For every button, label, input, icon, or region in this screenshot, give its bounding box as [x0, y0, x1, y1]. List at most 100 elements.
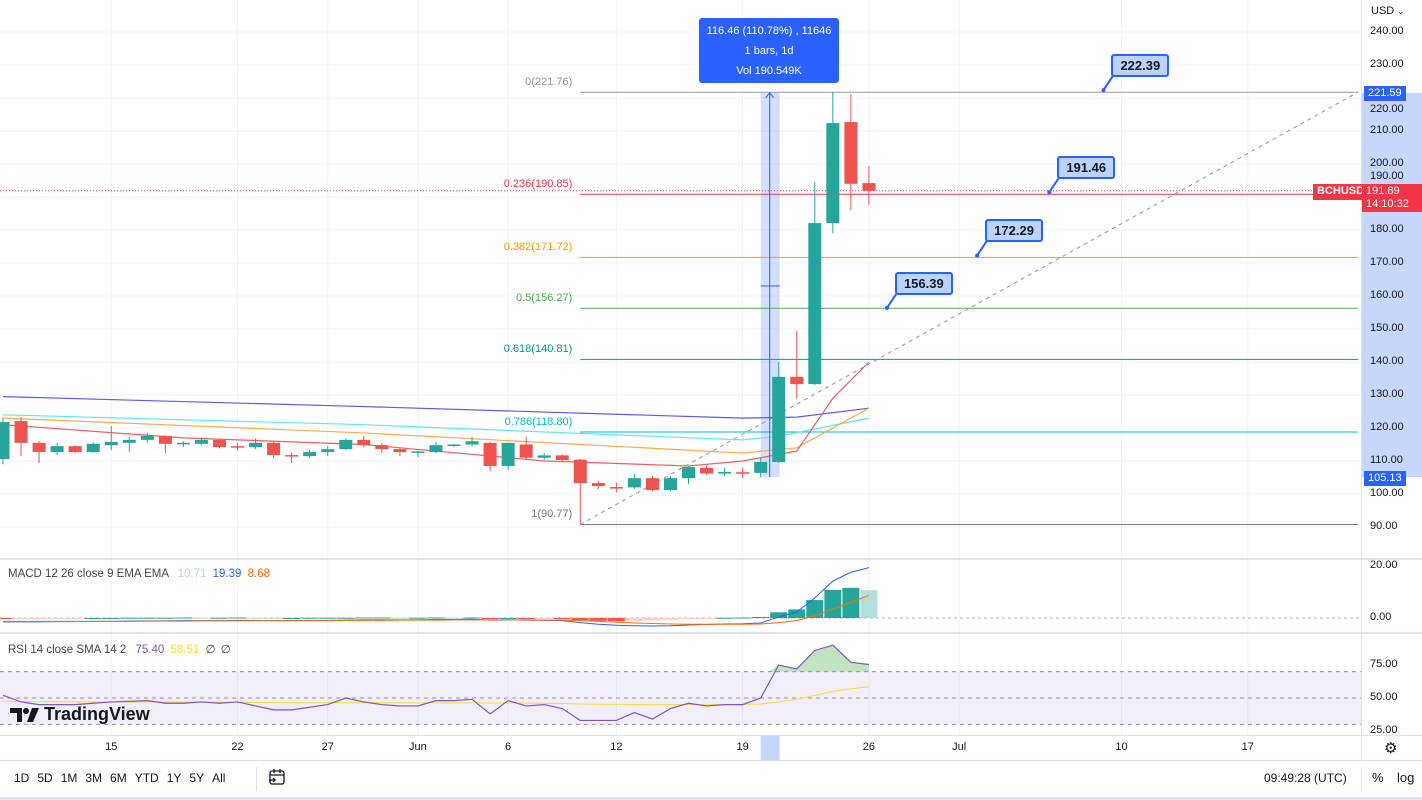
- range-button-5y[interactable]: 5Y: [189, 771, 205, 785]
- candle-body: [140, 435, 154, 440]
- candle: [808, 182, 822, 386]
- candle: [212, 438, 226, 449]
- candle: [0, 418, 10, 465]
- candle: [68, 445, 82, 454]
- callout-label[interactable]: 156.39: [894, 271, 953, 295]
- macd-histogram-bar: [229, 617, 247, 619]
- time-axis-tick: 27: [321, 741, 334, 753]
- macd-histogram-bar: [373, 617, 391, 619]
- range-button-1y[interactable]: 1Y: [166, 771, 182, 785]
- callout-pointer: [886, 292, 898, 309]
- candle: [104, 426, 118, 451]
- range-button-1m[interactable]: 1M: [60, 771, 78, 785]
- candle: [772, 362, 786, 463]
- candle-body: [50, 446, 64, 453]
- candle: [321, 446, 335, 457]
- settings-gear-icon[interactable]: ⚙: [1384, 740, 1398, 757]
- candle-body: [537, 455, 551, 458]
- last-price-tag: 191.89 14:10:32: [1362, 184, 1422, 212]
- range-button-1d[interactable]: 1D: [14, 771, 30, 785]
- candle-body: [32, 442, 46, 453]
- time-axis-tick: 10: [1115, 741, 1128, 753]
- candle-body: [212, 439, 226, 448]
- candle-body: [573, 459, 587, 484]
- price-axis-tick: 100.00: [1370, 487, 1404, 499]
- time-axis-tick: 22: [231, 741, 244, 753]
- price-axis-tick: 180.00: [1370, 223, 1404, 235]
- macd-histogram-bar: [463, 617, 481, 619]
- macd-histogram-bar: [210, 617, 228, 619]
- rsi-legend[interactable]: RSI 14 close SMA 14 2 75.40 58.51 ∅ ∅: [8, 642, 231, 656]
- macd-histogram-bar: [643, 618, 661, 621]
- price-axis-tick: 220.00: [1370, 103, 1404, 115]
- price-axis-tick: 150.00: [1370, 322, 1404, 334]
- candle: [718, 467, 732, 476]
- macd-histogram-bar: [120, 617, 138, 619]
- log-scale-toggle[interactable]: log: [1397, 770, 1415, 785]
- candle-body: [357, 439, 371, 446]
- symbol-price-tag: BCHUSD: [1313, 184, 1369, 200]
- macd-histogram-bar: [0, 618, 12, 619]
- macd-histogram-bar: [499, 618, 517, 619]
- candle-body: [285, 455, 299, 457]
- macd-histogram-bar: [625, 618, 643, 621]
- macd-legend[interactable]: MACD 12 26 close 9 EMA EMA 10.71 19.39 8…: [8, 568, 270, 580]
- candle-body: [519, 444, 533, 458]
- goto-date-icon[interactable]: [267, 767, 287, 792]
- macd-hist-value: 10.71: [177, 568, 207, 580]
- measure-arrow-head: [765, 91, 775, 99]
- fib-level-label: 0.618(140.81): [503, 343, 573, 356]
- macd-histogram-bar: [102, 618, 120, 619]
- macd-histogram-bar: [337, 617, 355, 619]
- callout-pointer: [1048, 176, 1061, 193]
- callout-label[interactable]: 172.29: [985, 219, 1043, 243]
- macd-histogram-bar: [283, 618, 301, 619]
- candle: [465, 436, 479, 447]
- utc-clock[interactable]: 09:49:28 (UTC): [1264, 771, 1347, 785]
- fib-level-label: 0(221.76): [525, 76, 573, 89]
- candle-body: [375, 445, 389, 450]
- candle-body: [339, 439, 353, 450]
- currency-label: USD: [1371, 5, 1395, 17]
- candle: [609, 482, 623, 493]
- macd-histogram-bar: [680, 618, 698, 619]
- macd-histogram-bar: [734, 617, 752, 619]
- candle: [501, 442, 515, 470]
- candle: [754, 457, 768, 478]
- macd-histogram-bar: [661, 618, 679, 620]
- candle: [645, 475, 659, 492]
- candle: [862, 165, 876, 205]
- macd-histogram-bar: [607, 618, 625, 622]
- macd-histogram-bar: [806, 600, 824, 618]
- macd-histogram-bar: [589, 618, 607, 621]
- range-button-6m[interactable]: 6M: [110, 771, 127, 785]
- measure-bars: 1 bars, 1d: [744, 45, 794, 57]
- range-button-all[interactable]: All: [212, 771, 226, 785]
- callout-pointer: [1102, 74, 1115, 91]
- candle-body: [645, 478, 659, 491]
- chevron-down-icon: ⌄: [1397, 7, 1404, 16]
- candle: [86, 442, 100, 453]
- range-button-5d[interactable]: 5D: [37, 771, 53, 785]
- callout-label[interactable]: 191.46: [1057, 156, 1116, 180]
- candle: [393, 447, 407, 457]
- callout-label[interactable]: 222.39: [1111, 54, 1170, 78]
- candle: [736, 467, 750, 479]
- candle: [663, 476, 677, 492]
- currency-selector[interactable]: USD ⌄: [1371, 5, 1404, 18]
- fib-level-label: 0.5(156.27): [516, 292, 573, 305]
- macd-histogram-bar: [409, 617, 427, 619]
- macd-histogram-bar: [156, 617, 174, 619]
- time-axis-tick: 19: [736, 741, 749, 753]
- measure-volume: Vol 190.549K: [736, 65, 802, 77]
- candle: [537, 453, 551, 461]
- callout-anchor: [1047, 190, 1052, 195]
- tradingview-logo[interactable]: TradingView: [10, 704, 150, 725]
- candle-body: [321, 449, 335, 453]
- range-button-3m[interactable]: 3M: [85, 771, 103, 785]
- range-button-ytd[interactable]: YTD: [134, 771, 159, 785]
- macd-histogram-bar: [445, 617, 463, 619]
- percent-scale-toggle[interactable]: %: [1372, 770, 1384, 785]
- macd-histogram-bar: [174, 617, 192, 619]
